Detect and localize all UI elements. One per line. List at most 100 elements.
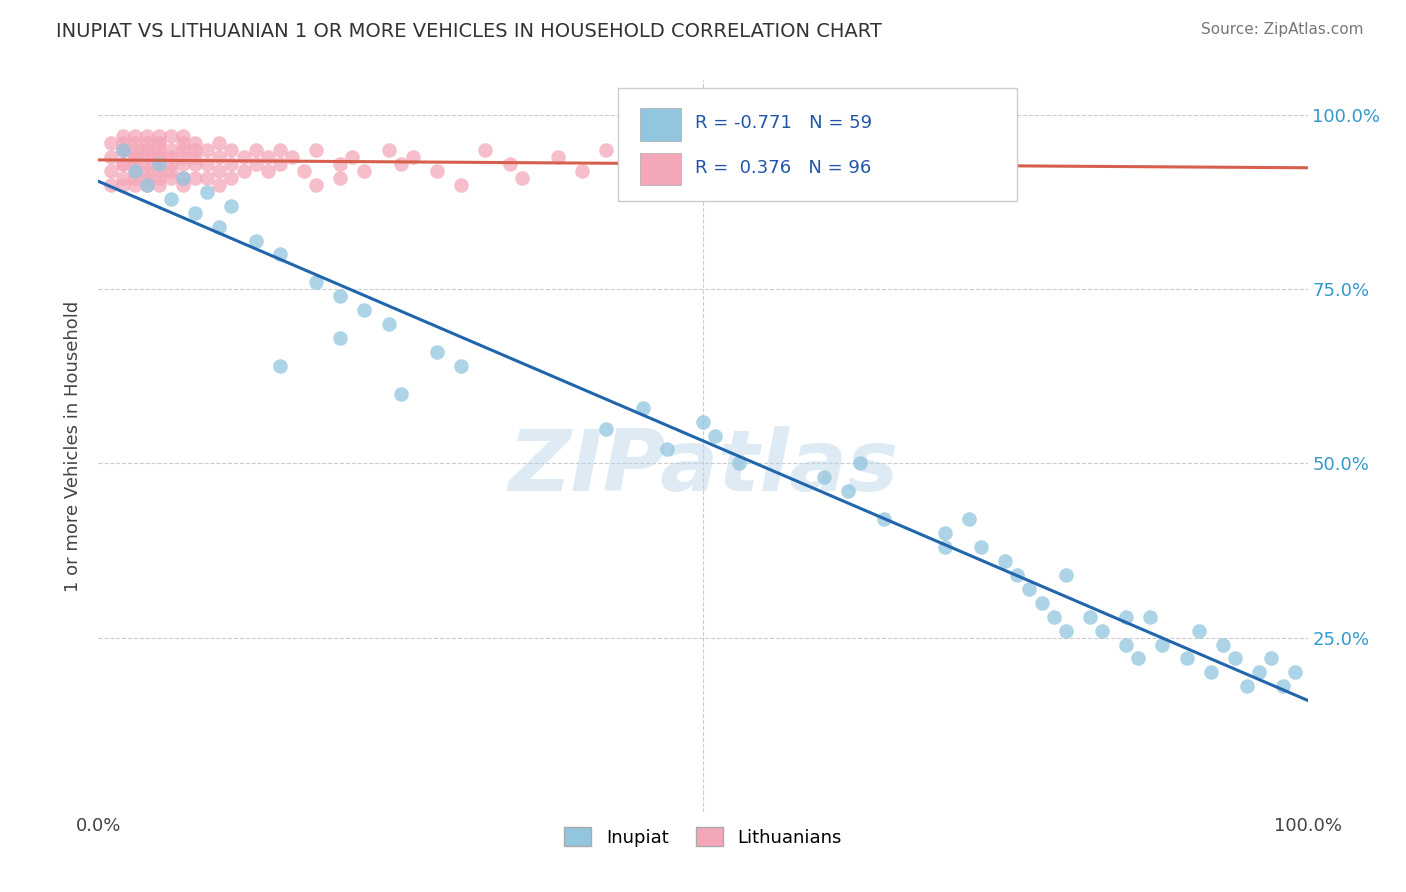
Point (172, 128, 194, 143)
Point (124, 150, 146, 164)
Point (124, 164, 146, 178)
Point (221, 199, 243, 213)
Point (148, 170, 170, 185)
Point (450, 359, 472, 373)
Point (1091, 624, 1114, 638)
Point (148, 136, 170, 150)
Point (135, 170, 157, 185)
Text: R = -0.771   N = 59: R = -0.771 N = 59 (695, 114, 872, 132)
Text: Source: ZipAtlas.com: Source: ZipAtlas.com (1201, 22, 1364, 37)
Point (305, 178, 328, 192)
Point (195, 170, 218, 185)
Point (124, 170, 146, 185)
Point (208, 178, 231, 192)
Point (353, 164, 375, 178)
Point (1175, 651, 1198, 665)
Point (655, 442, 678, 457)
Point (100, 150, 122, 164)
Point (389, 157, 412, 171)
Point (135, 178, 157, 192)
Point (245, 143, 267, 157)
Point (135, 143, 157, 157)
Point (377, 143, 399, 157)
Point (100, 164, 122, 178)
Point (1272, 679, 1295, 693)
Point (172, 136, 194, 150)
Point (111, 143, 134, 157)
Point (124, 136, 146, 150)
Point (704, 428, 727, 442)
Point (305, 143, 328, 157)
Point (111, 143, 134, 157)
Point (1031, 596, 1053, 610)
Point (232, 164, 254, 178)
FancyBboxPatch shape (640, 153, 682, 186)
Point (208, 136, 231, 150)
Point (184, 136, 207, 150)
Point (148, 150, 170, 164)
Point (595, 143, 617, 157)
Point (402, 150, 425, 164)
Point (269, 247, 291, 261)
Point (135, 164, 157, 178)
Point (172, 150, 194, 164)
Point (1054, 624, 1077, 638)
Point (160, 157, 183, 171)
Point (631, 401, 654, 415)
Point (1007, 567, 1029, 582)
Point (208, 219, 231, 234)
Point (305, 275, 328, 289)
Point (474, 143, 496, 157)
Point (1223, 651, 1246, 665)
Point (148, 178, 170, 192)
Point (329, 157, 352, 171)
Point (221, 170, 243, 185)
Point (195, 157, 218, 171)
Point (873, 512, 896, 526)
Point (124, 143, 146, 157)
Point (111, 157, 134, 171)
Point (135, 136, 157, 150)
Point (342, 150, 364, 164)
Point (135, 143, 157, 157)
Point (172, 143, 194, 157)
Point (1212, 638, 1234, 652)
Point (208, 164, 231, 178)
Point (160, 143, 183, 157)
Point (172, 170, 194, 185)
Point (172, 178, 194, 192)
Point (1018, 582, 1040, 596)
Point (353, 303, 375, 318)
Point (148, 136, 170, 150)
Point (148, 157, 170, 171)
Point (1115, 638, 1137, 652)
Legend: Inupiat, Lithuanians: Inupiat, Lithuanians (557, 820, 849, 854)
Point (970, 540, 993, 554)
Point (232, 150, 254, 164)
Point (135, 157, 157, 171)
Point (148, 128, 170, 143)
Point (934, 526, 956, 541)
Point (135, 178, 157, 192)
Point (994, 554, 1017, 568)
Point (111, 128, 134, 143)
Point (160, 170, 183, 185)
Point (1042, 609, 1064, 624)
Point (595, 421, 617, 435)
Point (124, 157, 146, 171)
Point (1128, 651, 1150, 665)
Point (329, 170, 352, 185)
Point (195, 185, 218, 199)
Point (450, 178, 472, 192)
Text: R =  0.376   N = 96: R = 0.376 N = 96 (695, 159, 870, 177)
Point (1249, 665, 1271, 680)
Point (329, 331, 352, 345)
Point (813, 470, 835, 484)
Point (148, 164, 170, 178)
Point (184, 157, 207, 171)
FancyBboxPatch shape (619, 87, 1018, 201)
Point (184, 170, 207, 185)
Point (728, 457, 751, 471)
Point (160, 150, 183, 164)
Point (172, 157, 194, 171)
